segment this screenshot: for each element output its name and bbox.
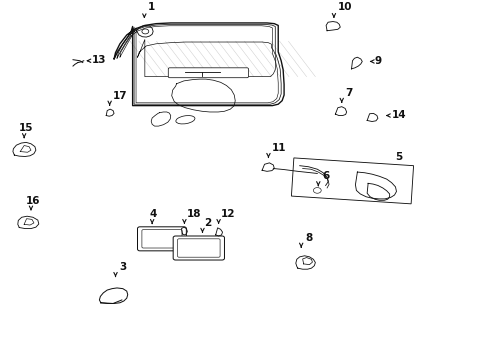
Text: 16: 16 [26, 195, 41, 206]
Text: 9: 9 [374, 56, 382, 66]
Text: 15: 15 [19, 123, 34, 133]
Text: 1: 1 [148, 2, 155, 12]
FancyBboxPatch shape [173, 236, 224, 260]
Ellipse shape [176, 116, 195, 124]
Text: 17: 17 [113, 91, 127, 101]
Text: 7: 7 [345, 88, 353, 98]
FancyBboxPatch shape [168, 68, 248, 78]
Text: 5: 5 [395, 152, 403, 162]
Text: 11: 11 [271, 143, 286, 153]
FancyBboxPatch shape [142, 230, 182, 248]
FancyBboxPatch shape [177, 239, 220, 257]
Text: 2: 2 [204, 218, 212, 228]
FancyBboxPatch shape [138, 227, 186, 251]
Text: 12: 12 [220, 209, 235, 219]
Text: 14: 14 [392, 110, 406, 120]
Text: 3: 3 [120, 262, 127, 272]
Text: 4: 4 [149, 209, 157, 219]
Text: 13: 13 [92, 55, 106, 65]
Text: 18: 18 [186, 209, 201, 219]
Text: 8: 8 [305, 233, 312, 243]
Text: 10: 10 [338, 3, 352, 12]
Text: 6: 6 [322, 171, 329, 181]
